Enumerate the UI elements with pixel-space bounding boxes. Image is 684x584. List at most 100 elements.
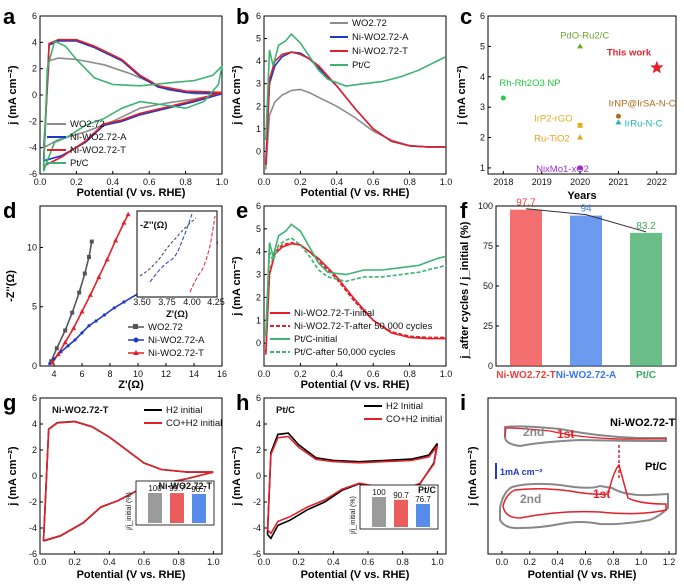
a-curve-nia: [42, 40, 223, 162]
legend-label-wo: WO2.72: [148, 322, 183, 333]
d-curve-wo: [50, 241, 93, 362]
i-scale-bar-label: 1mA cm⁻²: [500, 467, 542, 477]
d-point-nit: [50, 359, 56, 365]
x-tick-label: 1.0: [440, 369, 453, 379]
panel-g-inset: Ni-WO2.72-T j/j_initial (%) 100 99.7 96.7: [126, 480, 215, 531]
e-curve-pt-initial: [265, 223, 447, 335]
i-label-1st-top: 1st: [557, 427, 574, 441]
legend-label: Ni-WO2.72-T-initial: [294, 308, 374, 319]
y-tick-label: 6: [480, 11, 485, 21]
b-curve-pt: [265, 32, 447, 141]
c-point-circle: [500, 95, 506, 101]
panel-d-inset: 3.50 3.75 4.00 4.25 Z'(Ω) -Z''(Ω): [133, 210, 225, 320]
i-label-top-sample: Ni-WO2.72-T: [610, 417, 676, 429]
y-tick-label: 4: [32, 419, 37, 429]
c-point-label: IrP2-rGO: [534, 113, 573, 124]
i-bottom-cv-2nd: [499, 482, 669, 530]
panel-a-curves: [42, 38, 224, 172]
panel-i-ylabel: j (mA cm⁻²): [467, 446, 479, 507]
y-tick-label: 2: [256, 292, 261, 302]
panel-b-frame: [263, 15, 447, 175]
x-tick-label: 1.0: [635, 557, 648, 567]
f-bar: [630, 232, 662, 366]
y-tick-label: 6: [256, 201, 261, 211]
y-tick-label: 5: [256, 224, 261, 234]
x-tick-label: 16: [217, 369, 227, 379]
x-tick-label: 0.2: [292, 557, 305, 567]
legend-label-nia: Ni-WO2.72-A: [70, 132, 127, 143]
e-curve-nit-after: [265, 241, 446, 353]
d-point-wo: [82, 271, 87, 276]
legend-label-pt: Pt/C: [352, 60, 371, 71]
legend-label: Pt/C-initial: [294, 334, 337, 345]
legend-label-nia: Ni-WO2.72-A: [148, 335, 205, 346]
panel-h-ticks: 0.0 0.2 0.4 0.6 0.8 1.0 -6 -4 -2 0 2 4 6: [253, 393, 444, 567]
y-tick-label: 1: [256, 315, 261, 325]
panel-i-letter: i: [460, 390, 466, 415]
c-point-label: This work: [607, 48, 652, 59]
y-tick-label: 75: [483, 241, 493, 251]
x-tick-label: 2019: [532, 177, 552, 187]
inset-curve-nia: [149, 213, 193, 283]
c-point-triangle: [577, 43, 584, 49]
inset-bar-value: 100: [148, 484, 162, 493]
panel-g-ticks: 0.0 0.2 0.4 0.6 0.8 1.0 -6 -4 -2 0 2 4 6: [29, 393, 220, 567]
c-point-square: [577, 122, 583, 128]
panel-c-frame: [487, 15, 677, 175]
panel-d-ticks: 4 6 8 10 12 14 16 0 5 10: [27, 242, 227, 379]
x-tick-label: 0.0: [496, 557, 509, 567]
d-point-nia: [52, 357, 56, 361]
y-tick-label: 6: [32, 11, 37, 21]
legend-label-coh2: CO+H2 initial: [166, 418, 222, 429]
inset-curve-nit: [189, 215, 216, 293]
x-tick-label: 0.8: [179, 177, 192, 187]
y-tick-label: 0: [256, 338, 261, 348]
g-curve-coh2: [42, 420, 214, 542]
x-tick-label: 2020: [570, 177, 590, 187]
x-tick-label: 0.8: [172, 557, 185, 567]
inset-bar: [170, 493, 184, 523]
y-tick-label: 25: [483, 321, 493, 331]
panel-a-ticks: 0.0 0.2 0.4 0.6 0.8 1.0 -6 -4 -2 0 2 4 6: [29, 11, 228, 187]
y-tick-label: -2: [29, 116, 37, 126]
panel-d-ylabel: -Z''(Ω): [5, 270, 17, 302]
x-tick-label: 0.4: [103, 557, 116, 567]
inset-bar-value: 76.7: [415, 495, 431, 504]
panel-h-ylabel: j (mA cm⁻²): [231, 446, 243, 507]
panel-a-letter: a: [3, 4, 16, 29]
panel-c: c 2018 2019 2020 2021 2022 1 2 3 4 5 6 Years j (mA…: [456, 4, 677, 202]
d-point-nit: [87, 292, 93, 297]
y-tick-label: 100: [478, 201, 493, 211]
x-tick-label: 2022: [647, 177, 667, 187]
y-tick-label: 0: [256, 471, 261, 481]
inset-bar-value: 90.7: [393, 491, 409, 500]
x-tick-label: 2021: [608, 177, 628, 187]
y-tick-label: 2: [32, 445, 37, 455]
y-tick-label: 0: [256, 146, 261, 156]
x-tick-label: 0.4: [327, 557, 340, 567]
f-bar-value: 83.2: [636, 221, 656, 232]
inset-bar-value: 100: [372, 488, 386, 497]
panel-f-bars: 97.7 Ni-WO2.72-T 94 Ni-WO2.72-A 83.2 Pt/C: [496, 198, 662, 381]
x-tick-label: 0.8: [607, 557, 620, 567]
x-tick-label: 8: [107, 369, 112, 379]
legend-label: Ni-WO2.72-T-after 50,000 cycles: [294, 321, 433, 332]
panel-a-legend: WO2.72 Ni-WO2.72-A Ni-WO2.72-T Pt/C: [47, 119, 127, 169]
y-tick-label: 4: [256, 56, 261, 66]
inset-xlabel: Z'(Ω): [166, 309, 188, 320]
panel-h-title: Pt/C: [276, 405, 295, 416]
y-tick-label: -6: [253, 549, 261, 559]
panel-e: e 0.0 0.2 0.4 0.6 0.8 1.0 0 1 2 3 4 5 6 Potential (V…: [231, 198, 452, 391]
x-tick-label: 0.2: [294, 369, 307, 379]
x-tick-label: 1.0: [440, 177, 453, 187]
x-tick-label: 10: [133, 369, 143, 379]
panel-a: a 0.0 0.2 0.4 0.6 0.8 1.0 -6 -4 -2 0 2 4 6 Potential…: [3, 4, 228, 199]
panel-d: d 4 6 8 10 12 14 16 0 5 10 Z'(Ω) -Z''(Ω) 3.50 3.7…: [3, 198, 227, 391]
panel-e-legend: Ni-WO2.72-T-initial Ni-WO2.72-T-after 50…: [270, 308, 433, 358]
inset-bar: [192, 493, 206, 523]
y-tick-label: 10: [27, 242, 37, 252]
x-tick-label: 0.2: [524, 557, 537, 567]
y-tick-label: -4: [29, 143, 37, 153]
panel-i: i 0.0 0.2 0.4 0.6 0.8 1.0 1.2 Potential (V vs.…: [460, 390, 677, 581]
c-point-label: Rh-Rh2O3 NP: [499, 78, 560, 89]
